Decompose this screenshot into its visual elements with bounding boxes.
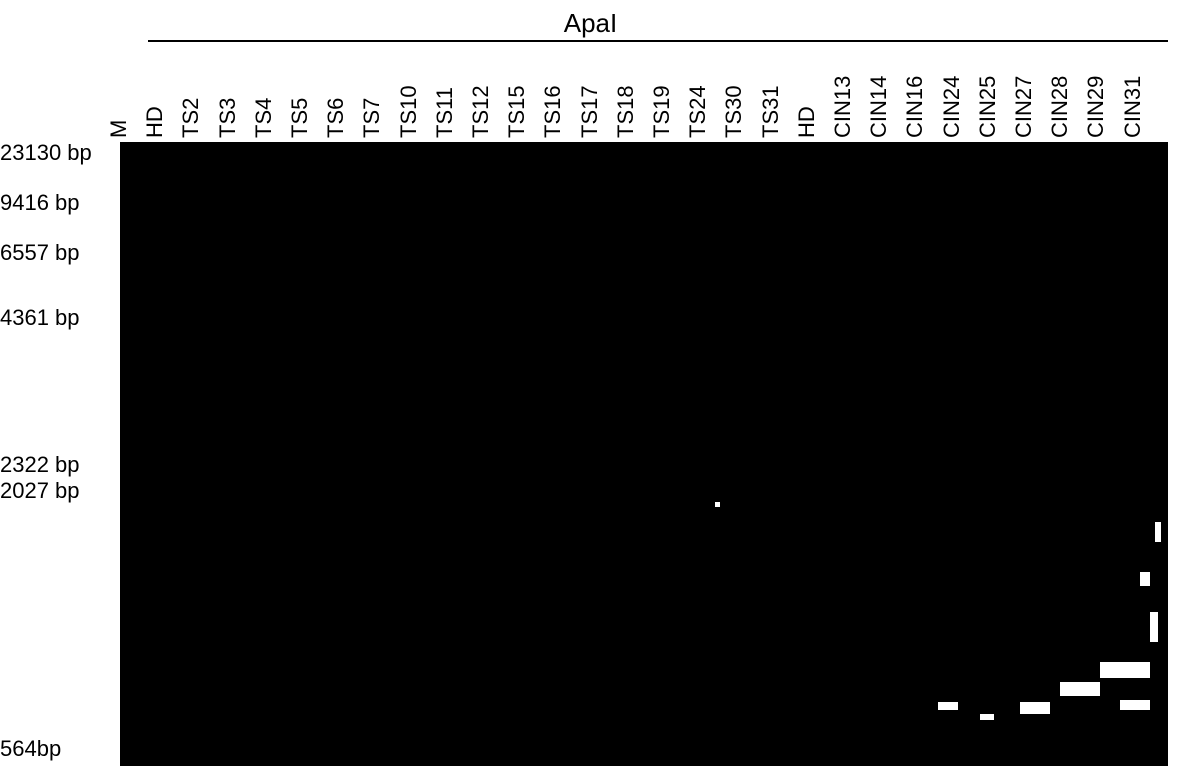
marker-label: 4361 bp xyxy=(0,305,80,331)
marker-label: 23130 bp xyxy=(0,140,92,166)
lane-label: TS31 xyxy=(758,85,784,138)
lane-label: TS19 xyxy=(649,85,675,138)
lane-label: TS24 xyxy=(685,85,711,138)
gel-speck xyxy=(1150,612,1158,642)
lane-label: TS4 xyxy=(251,98,277,138)
lane-label: TS15 xyxy=(504,85,530,138)
gel-image xyxy=(120,142,1168,766)
gel-speck xyxy=(1100,662,1150,678)
lane-label: CIN24 xyxy=(939,76,965,138)
lane-labels-region: M HD TS2 TS3 TS4 TS5 TS6 TS7 TS10 TS11 TS12 TS15 TS1… xyxy=(0,52,1181,138)
gel-speck xyxy=(1155,522,1161,542)
lane-label: HD xyxy=(142,106,168,138)
lane-label: HD xyxy=(794,106,820,138)
lane-label: CIN28 xyxy=(1047,76,1073,138)
marker-label: 564bp xyxy=(0,736,61,762)
gel-speck xyxy=(1060,682,1100,696)
gel-speck xyxy=(715,502,720,507)
lane-label: TS3 xyxy=(215,98,241,138)
lane-label: TS7 xyxy=(359,98,385,138)
lane-label: CIN29 xyxy=(1083,76,1109,138)
gel-speck xyxy=(1020,702,1050,714)
gel-speck xyxy=(1120,700,1150,710)
lane-label: TS17 xyxy=(577,85,603,138)
gel-speck xyxy=(1140,572,1150,586)
title-underline xyxy=(148,40,1168,42)
lane-label: CIN25 xyxy=(975,76,1001,138)
lane-label: CIN13 xyxy=(830,76,856,138)
figure-title: ApaI xyxy=(0,8,1181,39)
lane-label: TS2 xyxy=(178,98,204,138)
lane-label: TS10 xyxy=(396,85,422,138)
marker-label: 2027 bp xyxy=(0,478,80,504)
lane-label: M xyxy=(106,120,132,138)
marker-label: 6557 bp xyxy=(0,240,80,266)
gel-speck xyxy=(980,714,994,720)
lane-label: CIN27 xyxy=(1011,76,1037,138)
lane-label: CIN31 xyxy=(1120,76,1146,138)
lane-label: TS11 xyxy=(432,87,458,138)
lane-label: CIN16 xyxy=(902,76,928,138)
lane-label: TS16 xyxy=(540,85,566,138)
lane-label: TS12 xyxy=(468,85,494,138)
figure-container: ApaI M HD TS2 TS3 TS4 TS5 TS6 TS7 TS10 TS11 TS12 TS… xyxy=(0,0,1181,772)
lane-label: TS5 xyxy=(287,98,313,138)
lane-label: TS18 xyxy=(613,85,639,138)
lane-label: CIN14 xyxy=(866,76,892,138)
gel-speck xyxy=(938,702,958,710)
lane-label: TS6 xyxy=(323,98,349,138)
marker-label: 2322 bp xyxy=(0,452,80,478)
lane-label: TS30 xyxy=(721,85,747,138)
marker-label: 9416 bp xyxy=(0,190,80,216)
